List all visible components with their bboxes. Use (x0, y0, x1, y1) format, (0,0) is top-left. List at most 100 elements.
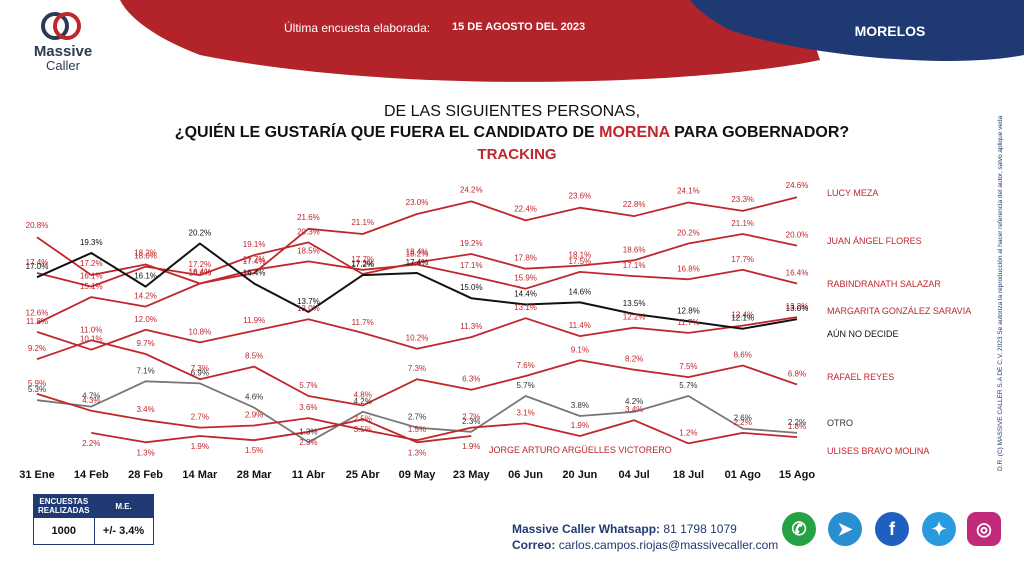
x-tick-label: 28 Mar (237, 469, 273, 481)
data-label: 1.9% (191, 442, 209, 451)
data-label: 1.8% (788, 422, 806, 431)
x-tick-label: 14 Feb (74, 469, 109, 481)
data-label: 7.3% (408, 364, 426, 373)
brand-subtitle: Caller (46, 58, 80, 73)
surveys-header: ENCUESTAS REALIZADAS (33, 494, 95, 518)
data-label: 13.5% (623, 299, 646, 308)
brand-logo (38, 10, 84, 42)
whatsapp-icon[interactable]: ✆ (782, 512, 816, 546)
x-tick-label: 31 Ene (19, 469, 54, 481)
data-label: 20.2% (677, 228, 700, 237)
data-label: 2.2% (82, 439, 100, 448)
title-tracking: TRACKING (477, 146, 557, 163)
legend-entry: LUCY MEZA (827, 188, 878, 198)
data-label: 13.2% (786, 302, 809, 311)
legend-entry: JUAN ÁNGEL FLORES (827, 236, 922, 246)
data-label: 16.4% (189, 267, 212, 276)
data-label: 11.3% (460, 322, 482, 331)
data-label: 22.8% (623, 200, 646, 209)
data-label: 23.0% (406, 198, 429, 207)
state-name: MORELOS (854, 23, 926, 39)
data-label: 18.0% (134, 252, 157, 261)
data-label: 1.3% (136, 448, 154, 457)
margin-of-error: +/- 3.4% (93, 517, 154, 545)
data-label: 19.3% (80, 238, 103, 247)
data-label: 3.4% (625, 405, 643, 414)
header-band (120, 0, 1024, 82)
data-label: 8.2% (625, 355, 643, 364)
data-label: 11.4% (569, 321, 591, 330)
data-label: 4.8% (354, 391, 372, 400)
data-label: 1.9% (462, 442, 480, 451)
x-tick-label: 18 Jul (673, 469, 704, 481)
data-label: 2.7% (462, 413, 480, 422)
data-label: 22.4% (514, 204, 537, 213)
facebook-icon[interactable]: f (875, 512, 909, 546)
instagram-icon[interactable]: ◎ (967, 512, 1001, 546)
data-label: 8.6% (734, 351, 752, 360)
data-label: 13.7% (297, 297, 320, 306)
x-tick-label: 04 Jul (619, 469, 650, 481)
data-label: 16.8% (677, 264, 700, 273)
series-line (91, 418, 472, 444)
data-label: 10.1% (80, 335, 103, 344)
series-line (36, 233, 798, 288)
data-label: 6.9% (191, 368, 209, 377)
email-address: carlos.campos.riojas@massivecaller.com (558, 538, 779, 552)
data-label: 2.2% (734, 418, 752, 427)
data-label: 17.7% (351, 255, 374, 264)
data-label: 21.1% (731, 219, 754, 228)
data-label: 3.6% (299, 403, 317, 412)
logo-icon (41, 12, 81, 40)
data-label: 16.1% (134, 272, 157, 281)
legend-entry: JORGE ARTURO ARGÜELLES VICTORERO (489, 445, 672, 455)
data-label: 18.6% (623, 245, 646, 254)
data-label: 4.6% (245, 393, 263, 402)
whatsapp-number: 81 1798 1079 (663, 522, 737, 536)
series-line (36, 196, 798, 285)
copyright-text: D.R. (C) MASSIVE CALLER S.A DE C.V. 2023… (997, 115, 1004, 471)
data-label: 15.0% (460, 283, 483, 292)
data-label: 1.2% (679, 428, 697, 437)
data-label: 20.2% (189, 228, 212, 237)
data-label: 20.3% (297, 227, 320, 236)
data-label: 1.5% (245, 446, 263, 455)
data-label: 19.1% (243, 240, 266, 249)
data-label: 5.7% (516, 381, 534, 390)
telegram-icon[interactable]: ➤ (828, 512, 862, 546)
data-label: 12.0% (134, 315, 157, 324)
data-label: 21.1% (351, 218, 374, 227)
data-label: 10.8% (189, 327, 212, 336)
data-label: 17.1% (623, 261, 646, 270)
title-line-2: ¿QUIÉN LE GUSTARÍA QUE FUERA EL CANDIDAT… (0, 124, 1024, 142)
data-label: 12.4% (731, 311, 754, 320)
x-tick-label: 06 Jun (508, 469, 543, 481)
series-line (36, 260, 798, 325)
data-label: 7.6% (516, 361, 534, 370)
data-label: 15.9% (514, 274, 537, 283)
data-label: 11.7% (352, 318, 374, 327)
header-navy-shape (690, 0, 1024, 61)
data-label: 9.2% (28, 344, 46, 353)
series-line (36, 316, 798, 351)
series-line (36, 339, 798, 407)
data-label: 20.0% (786, 231, 809, 240)
twitter-icon[interactable]: ✦ (922, 512, 956, 546)
whatsapp-label: Massive Caller Whatsapp: (512, 522, 661, 536)
data-label: 18.2% (134, 249, 157, 258)
data-label: 24.6% (786, 181, 809, 190)
data-label: 17.7% (731, 255, 754, 264)
email-label: Correo: (512, 538, 556, 552)
data-label: 5.9% (28, 379, 46, 388)
title-question: ¿QUIÉN LE GUSTARÍA QUE FUERA EL CANDIDAT… (174, 124, 600, 141)
series-line (36, 242, 798, 330)
data-label: 11.7% (677, 318, 699, 327)
legend-entry: OTRO (827, 418, 853, 428)
brand-name: Massive (33, 43, 93, 60)
data-label: 19.2% (460, 239, 483, 248)
series-line (36, 393, 798, 445)
data-label: 7.1% (136, 366, 154, 375)
data-label: 8.5% (245, 352, 263, 361)
data-label: 17.5% (569, 257, 592, 266)
